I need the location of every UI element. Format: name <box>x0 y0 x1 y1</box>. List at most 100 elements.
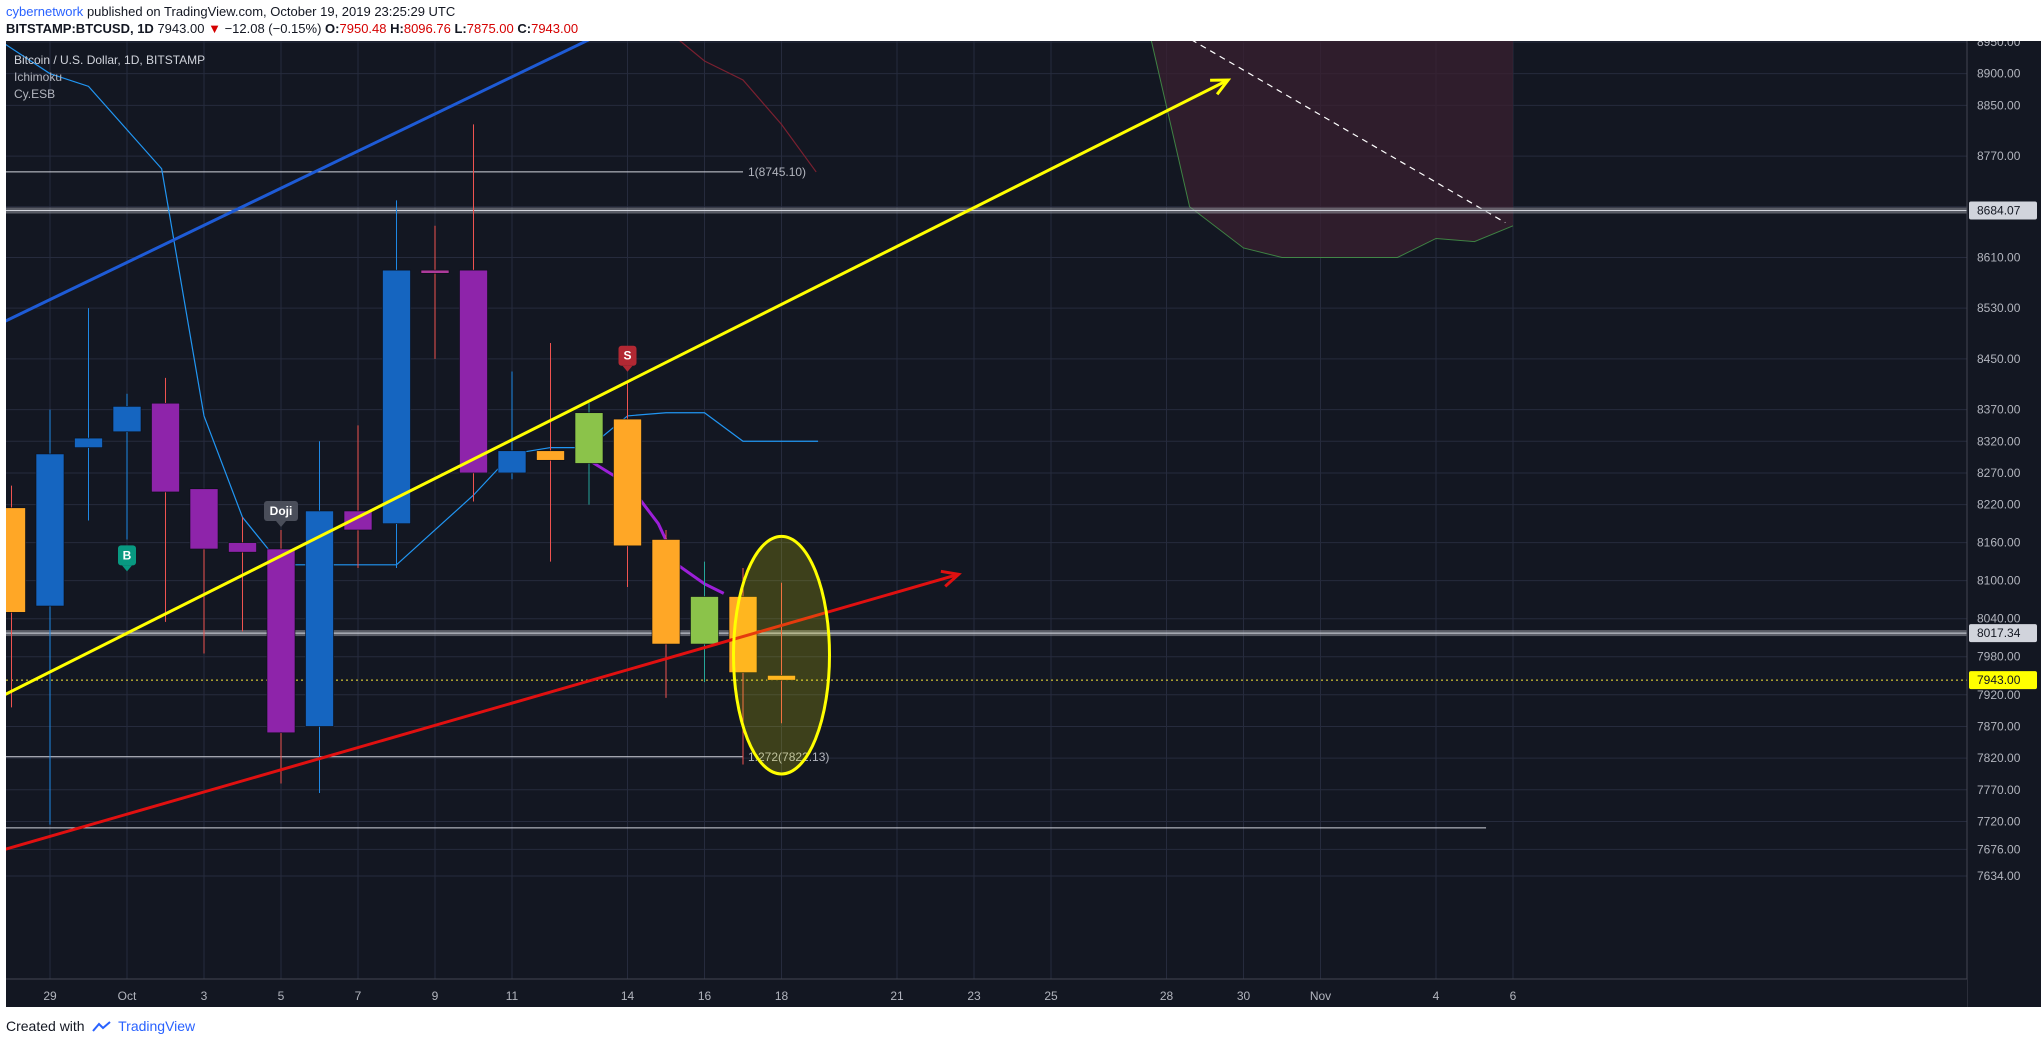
candle[interactable] <box>651 529 681 698</box>
candle[interactable] <box>497 371 527 480</box>
high-value: 8096.76 <box>403 21 451 36</box>
candle-body[interactable] <box>497 450 527 474</box>
candle[interactable] <box>536 343 565 562</box>
signal-marker-box <box>618 345 637 366</box>
candle-body[interactable] <box>6 507 26 613</box>
trend-lines[interactable] <box>6 41 1232 856</box>
published-text: published on TradingView.com, October 19… <box>86 4 456 19</box>
fib-level-label: 1(8745.10) <box>748 165 806 179</box>
tradingview-logo-icon <box>92 1021 112 1032</box>
candle-body[interactable] <box>420 269 450 274</box>
tradingview-link[interactable]: TradingView <box>118 1018 196 1034</box>
candle[interactable] <box>74 308 103 521</box>
candle[interactable] <box>305 441 334 793</box>
candle[interactable] <box>35 409 65 825</box>
candle[interactable] <box>613 381 642 588</box>
candle[interactable] <box>420 225 450 359</box>
open-value: 7950.48 <box>339 21 387 36</box>
span-a-line <box>679 41 817 173</box>
candle-body[interactable] <box>651 539 681 645</box>
candle-body[interactable] <box>613 418 642 547</box>
price-axis[interactable]: 8950.008900.008850.008770.008690.008610.… <box>1966 41 2041 1007</box>
candle-body[interactable] <box>35 453 65 607</box>
red-support-line[interactable] <box>6 572 960 856</box>
candle-body[interactable] <box>189 488 219 550</box>
yellow-support-line[interactable] <box>6 78 1229 711</box>
price-tick-label: 8850.00 <box>1977 98 2021 112</box>
chart-area[interactable]: 1(8745.10) 1.272(7822.13) B S Doji 8950.00 8… <box>6 41 2041 1007</box>
price-tag-box <box>1969 624 2037 643</box>
time-tick-label: 29 <box>43 989 57 1003</box>
candle[interactable] <box>690 561 719 683</box>
highlight-circle[interactable] <box>732 534 831 776</box>
open-label: O: <box>325 21 340 36</box>
signal-marker-b: B <box>118 545 136 572</box>
candle[interactable] <box>343 425 373 569</box>
candle-body[interactable] <box>574 412 604 464</box>
candle-body[interactable] <box>767 675 796 681</box>
time-tick-label: 16 <box>698 989 712 1003</box>
time-tick-label: Oct <box>118 989 137 1003</box>
cloud-area <box>1151 41 1513 258</box>
candle[interactable] <box>767 582 796 724</box>
candle-body[interactable] <box>151 402 180 493</box>
red-support-line-arrowhead <box>940 569 962 588</box>
time-tick-label: 5 <box>278 989 285 1003</box>
price-tick-label: 8100.00 <box>1977 574 2021 588</box>
candle-body[interactable] <box>343 510 373 531</box>
last-price: 7943.00 <box>157 21 205 36</box>
candle-body[interactable] <box>382 269 411 524</box>
grid <box>6 41 1967 979</box>
chart-legend: Bitcoin / U.S. Dollar, 1D, BITSTAMP Ichi… <box>14 53 205 101</box>
signal-marker-box <box>264 500 298 521</box>
time-tick-label: 14 <box>621 989 635 1003</box>
price-axis-bg <box>1967 41 2041 1007</box>
legend-indicator-ichimoku[interactable]: Ichimoku <box>14 70 62 84</box>
time-tick-label: 28 <box>1160 989 1174 1003</box>
down-arrow-icon: ▼ <box>208 21 221 36</box>
candle-body[interactable] <box>266 548 296 734</box>
price-tick-label: 8450.00 <box>1977 352 2021 366</box>
price-tick-label: 7980.00 <box>1977 650 2021 664</box>
price-change: −12.08 (−0.15%) <box>224 21 322 36</box>
author-link[interactable]: cybernetwork <box>6 4 84 19</box>
candle[interactable] <box>266 529 296 784</box>
candle[interactable] <box>459 124 488 502</box>
time-tick-label: 25 <box>1044 989 1058 1003</box>
candle-body[interactable] <box>690 596 719 645</box>
candle[interactable] <box>112 393 142 540</box>
candle-body[interactable] <box>459 269 488 474</box>
price-tick-label: 8530.00 <box>1977 301 2021 315</box>
signal-marker-tip <box>622 365 633 372</box>
price-tick-label: 7634.00 <box>1977 869 2021 883</box>
price-tick-label: 8770.00 <box>1977 149 2021 163</box>
signal-marker-label: Doji <box>270 504 293 518</box>
blue-channel-line[interactable] <box>6 41 624 337</box>
time-tick-label: 30 <box>1237 989 1251 1003</box>
price-tag-box <box>1969 201 2037 220</box>
candle[interactable] <box>151 377 180 622</box>
yellow-support-line-arrowhead <box>1210 78 1232 96</box>
legend-indicator-esb[interactable]: Cy.ESB <box>14 87 55 101</box>
candle-body[interactable] <box>112 406 142 433</box>
time-tick-label: 9 <box>432 989 439 1003</box>
symbol-name: BITSTAMP:BTCUSD, 1D <box>6 21 154 36</box>
candle-body[interactable] <box>536 450 565 461</box>
price-tick-label: 8220.00 <box>1977 498 2021 512</box>
candle-body[interactable] <box>228 542 257 553</box>
candle-body[interactable] <box>305 510 334 727</box>
signal-marker-s: S <box>618 345 637 372</box>
candle[interactable] <box>6 485 26 708</box>
price-tag-label: 8684.07 <box>1977 204 2021 218</box>
candle[interactable] <box>574 403 604 505</box>
time-axis-bg <box>6 979 1967 1007</box>
time-axis[interactable]: 29 Oct 3 5 7 9 11 14 16 18 21 23 25 28 30 Nov 4 6 <box>6 978 1967 1007</box>
time-tick-label: 7 <box>355 989 362 1003</box>
candle[interactable] <box>382 200 411 569</box>
price-tick-label: 8320.00 <box>1977 434 2021 448</box>
time-tick-label: 11 <box>506 989 519 1003</box>
time-tick-label: 18 <box>775 989 789 1003</box>
candle[interactable] <box>189 488 219 654</box>
candle-body[interactable] <box>74 437 103 448</box>
